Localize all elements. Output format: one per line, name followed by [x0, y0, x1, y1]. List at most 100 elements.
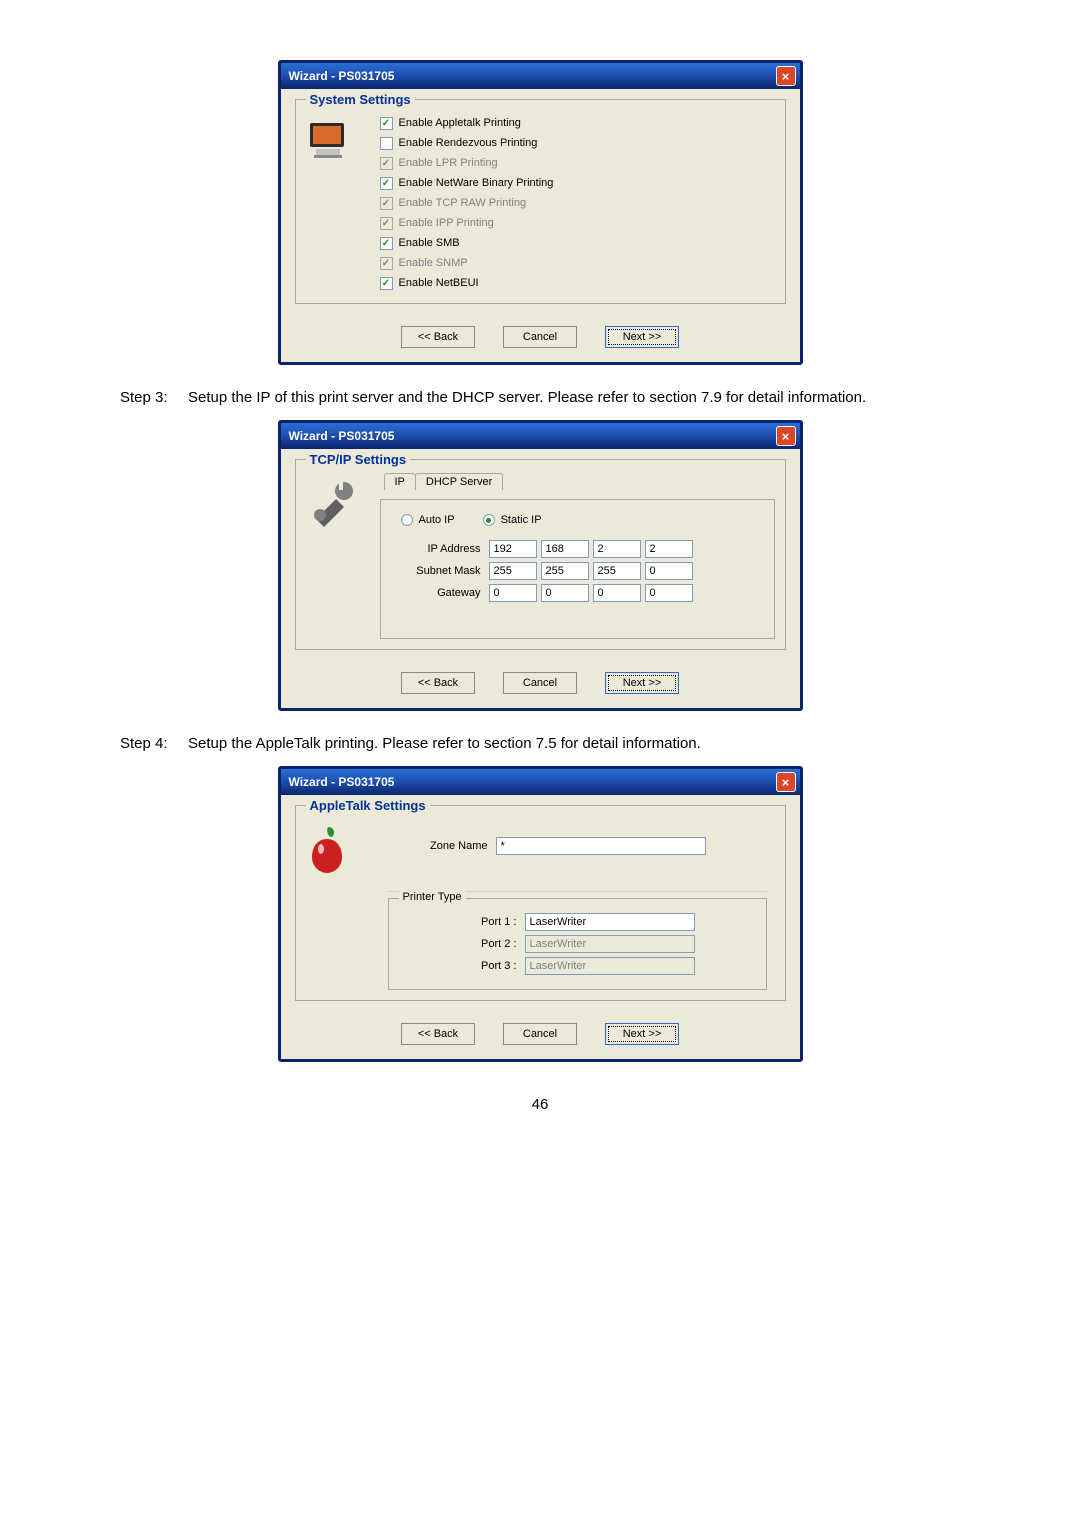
wrench-icon [306, 473, 372, 639]
radio-icon [483, 514, 495, 526]
titlebar: Wizard - PS031705 × [281, 423, 800, 449]
gw-octet-4[interactable] [645, 584, 693, 602]
port-row: Port 3 : [469, 957, 756, 975]
checkbox-label: Enable TCP RAW Printing [399, 197, 527, 209]
system-settings-dialog: Wizard - PS031705 × System Settings ✓Ena… [278, 60, 803, 365]
field-label: Gateway [393, 587, 489, 599]
subnet-octet-3[interactable] [593, 562, 641, 580]
radio-auto-ip[interactable]: Auto IP [401, 514, 455, 526]
cancel-button[interactable]: Cancel [503, 1023, 577, 1045]
cancel-button[interactable]: Cancel [503, 672, 577, 694]
group-title: Printer Type [399, 891, 466, 903]
radio-icon [401, 514, 413, 526]
port-label: Port 3 : [469, 960, 525, 972]
checkbox-label: Enable NetWare Binary Printing [399, 177, 554, 189]
gw-octet-1[interactable] [489, 584, 537, 602]
step-label: Step 4: [120, 735, 188, 752]
step-label: Step 3: [120, 389, 188, 406]
titlebar: Wizard - PS031705 × [281, 769, 800, 795]
port-row: Port 2 : [469, 935, 756, 953]
port-input [525, 957, 695, 975]
tab-dhcp[interactable]: DHCP Server [415, 473, 503, 490]
appletalk-panel: AppleTalk Settings Zone Name P [295, 805, 786, 1001]
port-row: Port 1 : [469, 913, 756, 931]
tab-ip[interactable]: IP [384, 473, 416, 490]
field-label: Subnet Mask [393, 565, 489, 577]
checkbox-row[interactable]: ✓Enable Appletalk Printing [380, 113, 775, 133]
step4-text: Step 4: Setup the AppleTalk printing. Pl… [120, 735, 960, 752]
zone-name-row: Zone Name [410, 837, 775, 855]
checkbox-label: Enable LPR Printing [399, 157, 498, 169]
checkbox-row: ✓ Enable TCP RAW Printing [380, 193, 775, 213]
checkbox-row: ✓ Enable LPR Printing [380, 153, 775, 173]
subnet-octet-2[interactable] [541, 562, 589, 580]
checkbox-row[interactable]: ✓Enable SMB [380, 233, 775, 253]
subnet-octet-4[interactable] [645, 562, 693, 580]
ip-octet-2[interactable] [541, 540, 589, 558]
next-button[interactable]: Next >> [605, 326, 679, 348]
gw-octet-2[interactable] [541, 584, 589, 602]
radio-static-ip[interactable]: Static IP [483, 514, 542, 526]
button-row: << Back Cancel Next >> [281, 318, 800, 362]
checkbox-icon: ✓ [380, 217, 393, 230]
checkbox-icon [380, 137, 393, 150]
ip-address-row: IP Address [393, 540, 762, 558]
panel-title: AppleTalk Settings [306, 798, 430, 813]
checkbox-icon: ✓ [380, 117, 393, 130]
zone-name-input[interactable] [496, 837, 706, 855]
monitor-icon [306, 113, 372, 293]
subnet-row: Subnet Mask [393, 562, 762, 580]
system-panel: System Settings ✓Enable Appletalk Printi… [295, 99, 786, 304]
next-button[interactable]: Next >> [605, 672, 679, 694]
step3-text: Step 3: Setup the IP of this print serve… [120, 389, 960, 406]
field-label: Zone Name [410, 840, 496, 852]
checkbox-icon: ✓ [380, 157, 393, 170]
ip-octet-4[interactable] [645, 540, 693, 558]
back-button[interactable]: << Back [401, 672, 475, 694]
checkbox-row: ✓ Enable IPP Printing [380, 213, 775, 233]
dialog-title: Wizard - PS031705 [289, 429, 395, 443]
checkbox-row[interactable]: ✓ Enable NetWare Binary Printing [380, 173, 775, 193]
titlebar: Wizard - PS031705 × [281, 63, 800, 89]
button-row: << Back Cancel Next >> [281, 664, 800, 708]
cancel-button[interactable]: Cancel [503, 326, 577, 348]
close-icon[interactable]: × [776, 66, 796, 86]
checkbox-icon: ✓ [380, 197, 393, 210]
tab-content: Auto IP Static IP IP Address [380, 499, 775, 639]
checkbox-label: Enable Rendezvous Printing [399, 137, 538, 149]
ip-octet-3[interactable] [593, 540, 641, 558]
close-icon[interactable]: × [776, 426, 796, 446]
port-label: Port 2 : [469, 938, 525, 950]
gateway-row: Gateway [393, 584, 762, 602]
gw-octet-3[interactable] [593, 584, 641, 602]
field-label: IP Address [393, 543, 489, 555]
port-input[interactable] [525, 913, 695, 931]
dialog-title: Wizard - PS031705 [289, 69, 395, 83]
button-row: << Back Cancel Next >> [281, 1015, 800, 1059]
panel-title: System Settings [306, 92, 415, 107]
port-label: Port 1 : [469, 916, 525, 928]
ip-octet-1[interactable] [489, 540, 537, 558]
back-button[interactable]: << Back [401, 326, 475, 348]
checkbox-icon: ✓ [380, 177, 393, 190]
dialog-title: Wizard - PS031705 [289, 775, 395, 789]
step-body: Setup the IP of this print server and th… [188, 389, 960, 406]
appletalk-settings-dialog: Wizard - PS031705 × AppleTalk Settings Z… [278, 766, 803, 1062]
port-input [525, 935, 695, 953]
apple-icon [306, 819, 372, 990]
back-button[interactable]: << Back [401, 1023, 475, 1045]
checkbox-label: Enable SNMP [399, 257, 468, 269]
subnet-octet-1[interactable] [489, 562, 537, 580]
panel-title: TCP/IP Settings [306, 452, 411, 467]
checkbox-row[interactable]: Enable Rendezvous Printing [380, 133, 775, 153]
printer-type-group: Printer Type Port 1 :Port 2 :Port 3 : [388, 898, 767, 990]
close-icon[interactable]: × [776, 772, 796, 792]
checkbox-row: ✓ Enable SNMP [380, 253, 775, 273]
page-number: 46 [120, 1096, 960, 1113]
tcpip-settings-dialog: Wizard - PS031705 × TCP/IP Settings IP D… [278, 420, 803, 711]
checkbox-row[interactable]: ✓Enable NetBEUI [380, 273, 775, 293]
next-button[interactable]: Next >> [605, 1023, 679, 1045]
checkbox-label: Enable IPP Printing [399, 217, 494, 229]
step-body: Setup the AppleTalk printing. Please ref… [188, 735, 960, 752]
checkbox-icon: ✓ [380, 257, 393, 270]
